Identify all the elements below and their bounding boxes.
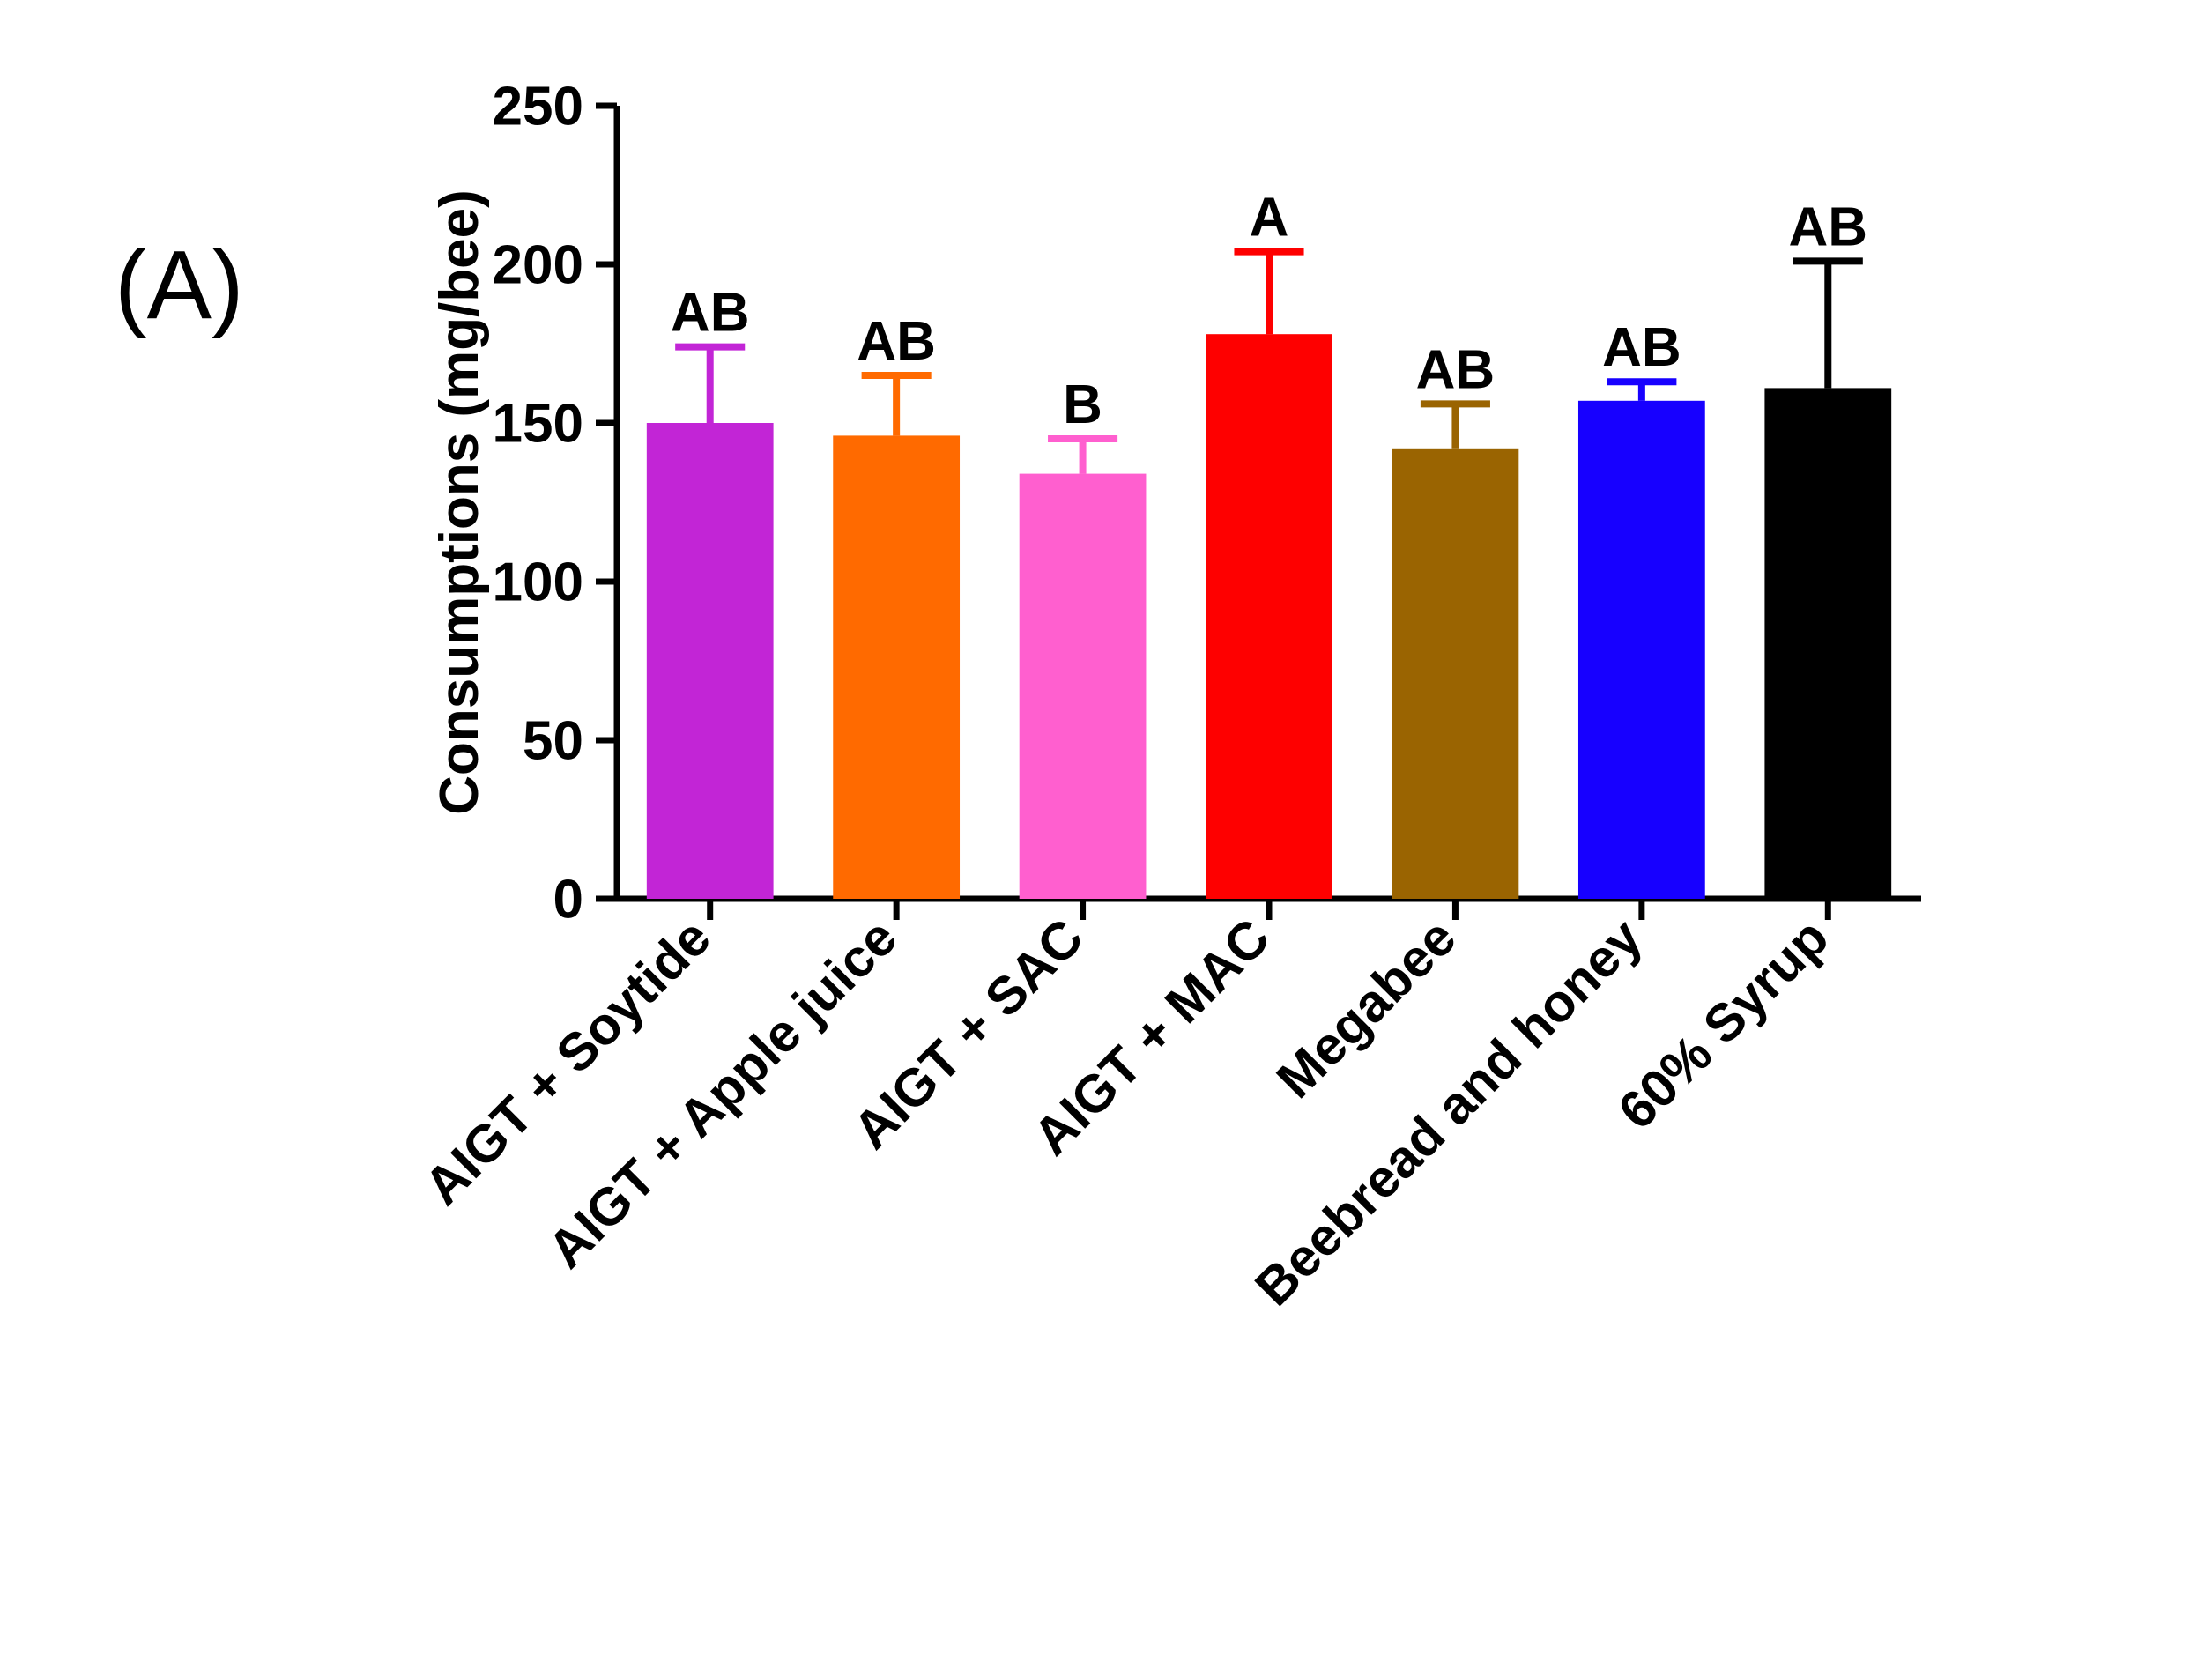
bar [1764, 388, 1891, 899]
y-tick-label: 200 [493, 235, 583, 296]
significance-label: B [1063, 375, 1102, 435]
significance-label: AB [671, 283, 750, 344]
panel-label: (A) [115, 229, 244, 341]
x-category-label: Beebread and honey [1243, 907, 1653, 1316]
significance-label: AB [1602, 317, 1681, 378]
page: (A) 0 50 100 150 200 250Consumptions (mg/bee)… [0, 0, 2212, 1676]
bar [647, 423, 774, 899]
significance-label: AB [1789, 197, 1868, 257]
y-tick-label: 50 [523, 711, 583, 772]
significance-label: AB [1416, 339, 1496, 400]
bar [1392, 449, 1519, 899]
x-category-label: AIGT + Apple juice [537, 908, 909, 1279]
bar [1020, 474, 1147, 899]
y-tick-label: 250 [493, 77, 583, 137]
y-tick-label: 150 [493, 394, 583, 455]
bar [833, 435, 960, 899]
significance-label: AB [857, 311, 936, 372]
x-category-label: Megabee [1266, 908, 1467, 1109]
bar [1578, 401, 1705, 899]
significance-label: A [1250, 188, 1289, 248]
chart-svg: 050100150200250Consumptions (mg/bee)ABAI… [353, 53, 2115, 1639]
bar [1206, 334, 1332, 899]
y-tick-label: 100 [493, 552, 583, 613]
y-tick-label: 0 [553, 870, 583, 931]
bar-chart: 050100150200250Consumptions (mg/bee)ABAI… [353, 53, 2115, 1639]
y-axis-title: Consumptions (mg/bee) [429, 189, 490, 815]
